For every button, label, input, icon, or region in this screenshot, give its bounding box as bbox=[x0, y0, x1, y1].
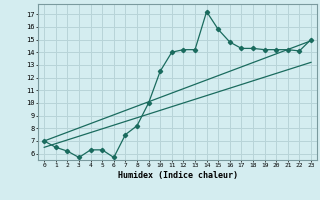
X-axis label: Humidex (Indice chaleur): Humidex (Indice chaleur) bbox=[118, 171, 238, 180]
